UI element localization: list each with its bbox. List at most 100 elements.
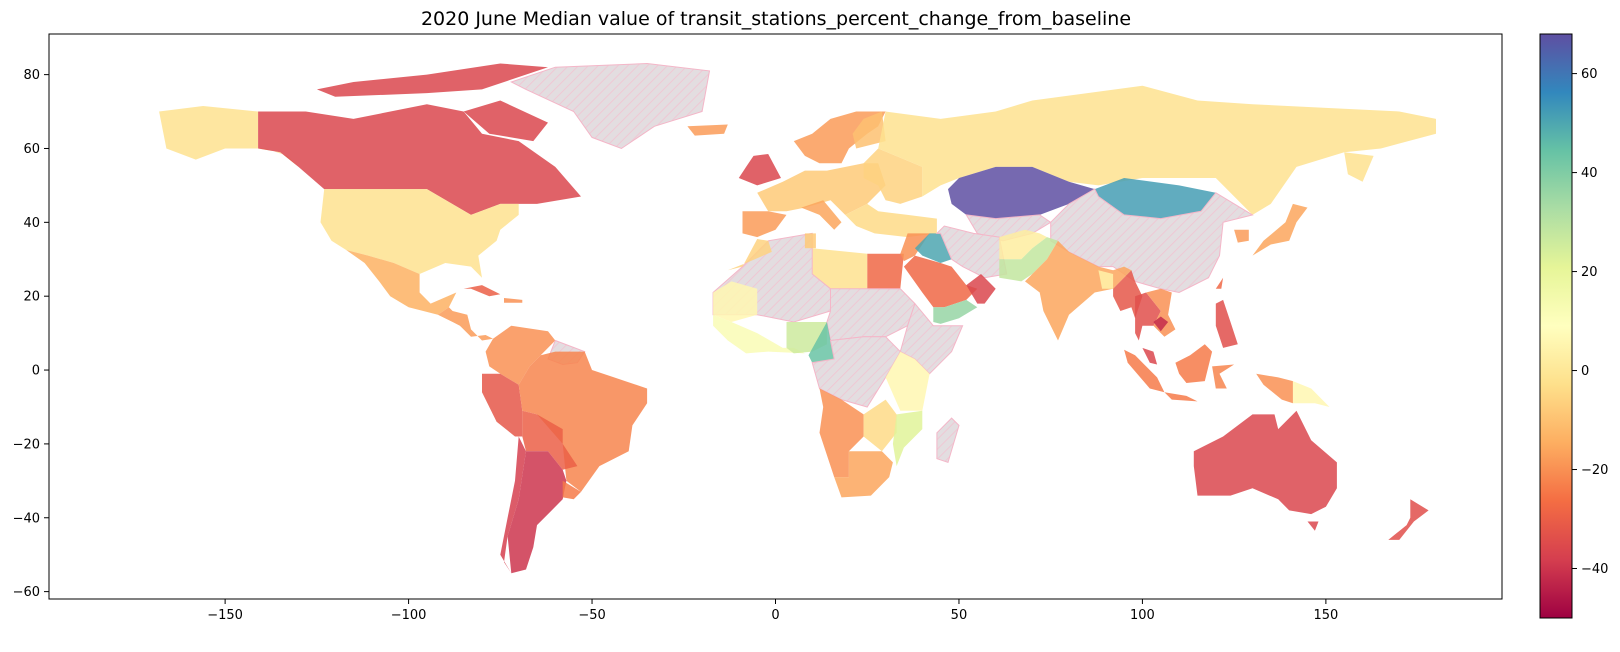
region-west-africa-coast <box>713 314 805 354</box>
region-sulawesi <box>1212 364 1235 389</box>
region-baffin-island <box>463 100 548 142</box>
region-tunisia <box>804 233 816 249</box>
region-usa <box>320 189 519 278</box>
region-horn-of-africa <box>899 302 964 375</box>
colorbar-frame <box>1539 33 1573 619</box>
y-axis-ticks: −60 −40 −20 0 20 40 60 80 <box>13 68 49 600</box>
colorbar-tick-label: 60 <box>1581 67 1598 82</box>
region-canadian-arctic-islands <box>316 63 548 97</box>
country-regions <box>159 62 1436 574</box>
region-borneo <box>1175 344 1213 383</box>
region-mongolia <box>1094 178 1216 219</box>
region-western-europe <box>757 163 886 215</box>
region-argentina <box>507 451 567 574</box>
region-korea <box>1234 229 1249 243</box>
colorbar-gradient <box>1540 34 1572 618</box>
region-madagascar <box>936 417 960 464</box>
region-central-america <box>437 307 493 341</box>
region-west-papua <box>1256 373 1293 404</box>
region-bangladesh-nepal <box>1098 270 1114 289</box>
region-angola-namibia <box>819 388 864 478</box>
region-brazil <box>518 351 648 492</box>
colorbar-tick-label: 40 <box>1581 166 1598 181</box>
y-tick-label: −40 <box>13 511 40 526</box>
region-tasmania <box>1307 521 1319 531</box>
region-kazakhstan <box>948 166 1095 219</box>
region-cuba <box>463 285 501 297</box>
x-axis-ticks: −150 −100 −50 0 50 100 150 <box>207 599 1338 623</box>
region-colombia-venezuela <box>485 325 556 385</box>
region-japan <box>1252 203 1308 256</box>
region-cambodia <box>1153 316 1169 332</box>
region-uruguay <box>562 480 581 500</box>
x-tick-label: −50 <box>578 608 605 623</box>
region-taiwan <box>1215 277 1224 289</box>
region-kenya-tanzania <box>885 351 930 411</box>
region-yemen <box>933 299 978 324</box>
region-italy <box>801 200 842 230</box>
region-mauritania-mali <box>713 281 758 322</box>
region-indochina <box>1146 288 1176 337</box>
region-greenland <box>510 62 711 150</box>
region-afghanistan <box>999 229 1047 260</box>
region-egypt <box>867 253 904 289</box>
y-tick-label: 80 <box>23 68 40 83</box>
region-pakistan <box>999 237 1058 282</box>
x-tick-label: 50 <box>951 608 968 623</box>
colorbar: −40 −20 0 20 40 60 <box>1539 33 1608 619</box>
region-hispaniola <box>504 298 523 303</box>
colorbar-tick-label: −40 <box>1581 562 1608 577</box>
x-tick-label: −100 <box>391 608 427 623</box>
region-kamchatka <box>1344 152 1374 182</box>
x-tick-label: 150 <box>1313 608 1338 623</box>
map-plot-area: −150 −100 −50 0 50 100 150 −60 −40 −20 0 20 40 60 80 <box>13 33 1503 623</box>
region-ecuador-peru <box>482 373 523 437</box>
region-iceland <box>687 124 728 136</box>
region-bolivia-paraguay <box>522 410 578 470</box>
region-balkans-turkey <box>845 203 937 238</box>
region-alaska-coast <box>258 148 299 167</box>
region-mexico <box>346 250 457 315</box>
region-iraq-kuwait <box>914 233 952 263</box>
region-levant <box>900 233 930 262</box>
colorbar-ticks: −40 −20 0 20 40 60 <box>1572 67 1608 577</box>
region-chile <box>500 436 526 574</box>
x-tick-label: −150 <box>207 608 243 623</box>
region-saudi-arabia <box>903 255 978 308</box>
region-eastern-europe <box>863 148 923 204</box>
y-tick-label: 20 <box>23 290 40 305</box>
region-australia <box>1193 410 1337 515</box>
x-tick-label: 100 <box>1130 608 1155 623</box>
region-russia <box>878 85 1436 215</box>
y-tick-label: −20 <box>13 437 40 452</box>
region-iberia <box>742 211 787 238</box>
region-oman-uae <box>966 274 996 304</box>
region-alaska <box>159 106 259 160</box>
colorbar-tick-label: 0 <box>1581 364 1589 379</box>
y-tick-label: −60 <box>13 585 40 600</box>
region-new-zealand <box>1388 499 1429 540</box>
region-china <box>1050 188 1254 294</box>
region-uk-ireland <box>738 154 781 186</box>
region-myanmar <box>1113 270 1143 319</box>
region-morocco <box>727 239 772 271</box>
region-south-africa <box>834 451 893 498</box>
region-philippines <box>1215 299 1238 348</box>
region-malaysia <box>1142 347 1158 365</box>
y-tick-label: 0 <box>32 364 40 379</box>
region-papua-new-guinea <box>1292 381 1330 407</box>
region-java <box>1164 392 1198 402</box>
x-tick-label: 0 <box>771 608 779 623</box>
region-finland <box>852 111 886 149</box>
y-tick-label: 60 <box>23 142 40 157</box>
region-iran <box>935 225 1008 279</box>
region-mozambique <box>892 410 923 467</box>
colorbar-tick-label: 20 <box>1581 265 1598 280</box>
region-sumatra <box>1124 349 1165 393</box>
region-central-africa <box>811 336 901 408</box>
region-canada <box>258 104 581 215</box>
region-libya <box>812 248 868 297</box>
colorbar-tick-label: −20 <box>1581 463 1608 478</box>
region-sudan-chad <box>826 288 916 342</box>
region-india <box>1025 240 1132 341</box>
